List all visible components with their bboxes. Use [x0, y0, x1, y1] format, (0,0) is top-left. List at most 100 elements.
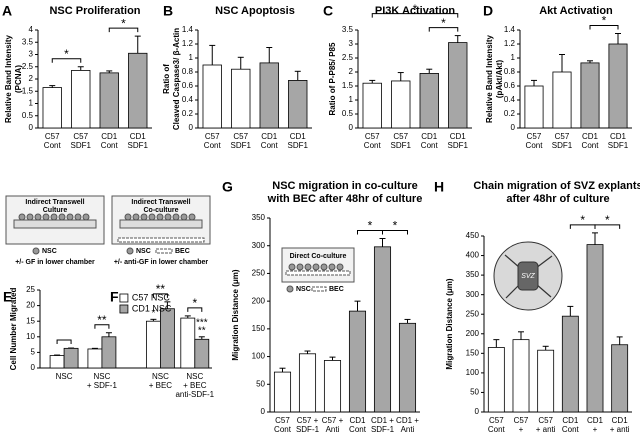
inset-explant: SVZ: [493, 241, 563, 311]
bar: [323, 360, 342, 413]
y-tick-label: 0.4: [504, 95, 516, 104]
y-tick-label: 2.5: [22, 62, 34, 71]
bar: [49, 355, 65, 369]
significance-label: *: [368, 219, 373, 233]
x-tick-label: SDF1: [288, 141, 309, 150]
y-tick-label: 0.8: [504, 67, 516, 76]
x-tick-label: Anti: [326, 425, 340, 433]
x-tick-label: NSC: [152, 372, 169, 381]
y-tick-label: 100: [252, 352, 266, 361]
x-tick-label: CD1: [421, 132, 438, 141]
x-tick-label: CD1: [610, 132, 627, 141]
significance-label: *: [413, 2, 418, 16]
x-tick-label: C57: [489, 416, 504, 425]
y-axis-label: (pAkt/Akt): [495, 60, 504, 99]
bar: [362, 82, 382, 129]
x-tick-label: +: [519, 425, 524, 433]
x-tick-label: Cont: [274, 425, 292, 433]
x-tick-label: Cont: [204, 141, 222, 150]
significance-label: **: [97, 313, 107, 327]
x-tick-label: CD1: [450, 132, 467, 141]
significance-bracket: [371, 13, 459, 18]
significance-label: *: [602, 14, 607, 28]
y-tick-label: 1.5: [22, 86, 34, 95]
y-tick-label: 1: [349, 95, 354, 104]
x-tick-label: Cont: [421, 141, 439, 150]
bar: [373, 246, 392, 413]
bar: [42, 87, 62, 129]
significance-bracket: [187, 307, 203, 312]
x-tick-label: C57: [538, 416, 553, 425]
x-tick-label: Cont: [44, 141, 62, 150]
schematic-indirect: Indirect Transwell Culture NSC +/- GF in…: [5, 195, 105, 266]
y-tick-label: 2: [29, 74, 34, 83]
significance-label: *: [192, 296, 197, 310]
significance-bracket: [428, 27, 459, 32]
x-tick-label: C57: [45, 132, 60, 141]
schematic-title: Indirect Transwell: [25, 199, 84, 206]
legend-label: CD1 NSC: [132, 303, 172, 313]
x-tick-label: Cont: [488, 425, 506, 433]
y-tick-label: 0.2: [504, 109, 516, 118]
y-axis-label: Ratio of P-P85/ P85: [328, 42, 337, 115]
significance-note: ***: [196, 317, 208, 328]
significance-bracket: [589, 25, 619, 30]
y-tick-label: 0.5: [342, 109, 354, 118]
y-tick-label: 1.2: [182, 39, 194, 48]
significance-bracket: [152, 293, 168, 298]
chart-title: Akt Activation: [539, 5, 613, 17]
y-tick-label: 0: [511, 123, 516, 132]
y-axis-label: Relative Band Intensity: [4, 34, 13, 123]
bar: [259, 62, 279, 129]
legend-swatch: [119, 293, 129, 303]
x-tick-label: CD1: [349, 416, 366, 425]
significance-bracket: [56, 339, 72, 345]
chart-title: after 48hr of culture: [506, 193, 609, 205]
legend-swatch: [119, 304, 129, 314]
x-tick-label: Cont: [101, 141, 119, 150]
bar: [180, 317, 196, 369]
significance-note: **: [198, 325, 206, 336]
bar: [99, 72, 119, 129]
significance-label: *: [121, 16, 126, 30]
significance-label: *: [605, 213, 610, 227]
y-tick-label: 0: [189, 123, 194, 132]
y-tick-label: 300: [252, 241, 266, 250]
y-tick-label: 1: [189, 53, 194, 62]
bar: [552, 71, 572, 129]
x-tick-label: CD1: [562, 416, 579, 425]
legend-swatch: [286, 285, 294, 293]
y-axis-label: Cleaved Caspase3/ β-Actin: [172, 28, 181, 130]
significance-bracket: [594, 224, 621, 229]
legend-label: NSC: [136, 248, 151, 255]
significance-bracket: [94, 324, 110, 329]
x-tick-label: + anti: [536, 425, 556, 433]
y-tick-label: 1.4: [182, 25, 194, 34]
y-tick-label: 0.2: [182, 109, 194, 118]
y-tick-label: 20: [26, 301, 35, 310]
legend-label: NSC: [42, 248, 57, 255]
x-tick-label: Cont: [562, 425, 580, 433]
y-tick-label: 1: [29, 99, 34, 108]
y-axis-label: (PCNA): [14, 65, 23, 93]
y-tick-label: 250: [466, 309, 480, 318]
x-tick-label: SDF1: [608, 141, 629, 150]
legend-label: C57 NSC: [132, 292, 171, 302]
y-tick-label: 15: [26, 316, 35, 325]
x-tick-label: Anti: [401, 425, 415, 433]
schematic-note: +/- GF in lower chamber: [15, 259, 95, 266]
x-tick-label: NSC: [186, 372, 203, 381]
bar: [145, 320, 161, 369]
legend-swatch: [155, 248, 173, 254]
bar: [298, 353, 317, 413]
significance-bracket: [108, 27, 139, 33]
y-tick-label: 450: [466, 231, 480, 240]
x-tick-label: CD1: [612, 416, 629, 425]
x-tick-label: CD1: [290, 132, 307, 141]
x-tick-label: CD1: [130, 132, 147, 141]
y-tick-label: 4: [29, 25, 34, 34]
bar: [524, 85, 544, 129]
legend-label: NSC: [296, 286, 311, 293]
chart-title: with BEC after 48hr of culture: [267, 193, 423, 205]
